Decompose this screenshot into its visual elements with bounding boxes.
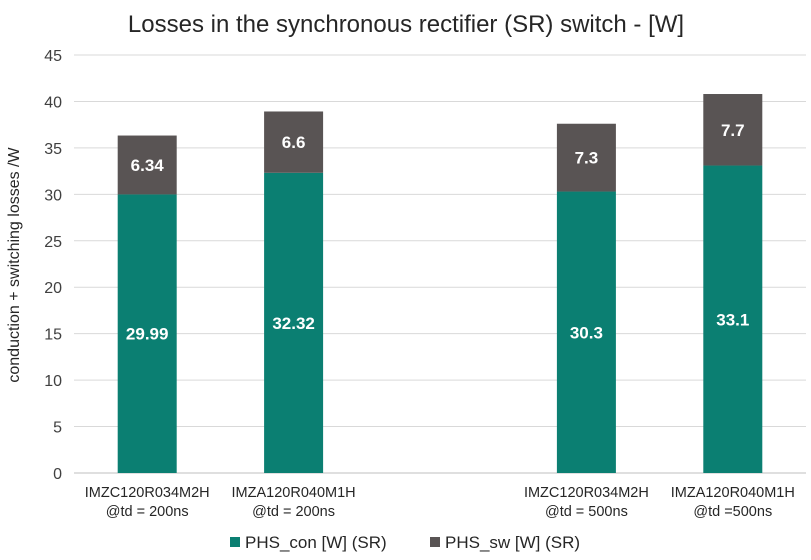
data-label: 32.32 — [272, 314, 315, 333]
data-label: 6.34 — [131, 156, 165, 175]
bar-conduction — [264, 172, 324, 473]
chart-title: Losses in the synchronous rectifier (SR)… — [128, 11, 684, 38]
data-label: 7.7 — [721, 121, 745, 140]
y-tick-label: 15 — [44, 327, 62, 344]
bar-conduction — [703, 165, 763, 473]
y-tick-label: 45 — [44, 48, 62, 65]
y-tick-label: 5 — [53, 420, 62, 437]
y-tick-label: 25 — [44, 234, 62, 251]
data-label: 33.1 — [716, 310, 749, 329]
gridlines — [74, 54, 806, 474]
y-tick-label: 40 — [44, 94, 62, 111]
y-axis-ticks: 0 5 10 15 20 25 30 35 40 45 — [44, 48, 62, 483]
data-label: 29.99 — [126, 325, 169, 344]
x-category-label: IMZA120R040M1H — [671, 485, 795, 501]
y-tick-label: 30 — [44, 187, 62, 204]
y-tick-label: 10 — [44, 373, 62, 390]
legend: PHS_con [W] (SR) PHS_sw [W] (SR) — [230, 533, 580, 552]
x-category-sublabel: @td = 200ns — [106, 504, 189, 520]
y-axis-label: conduction + switching losses /W — [6, 146, 23, 382]
bar-switching — [556, 123, 616, 192]
x-category-label: IMZC120R034M2H — [85, 485, 210, 501]
y-tick-label: 0 — [53, 466, 62, 483]
data-label: 7.3 — [575, 149, 599, 168]
x-category-label: IMZC120R034M2H — [524, 485, 649, 501]
y-tick-label: 20 — [44, 280, 62, 297]
data-label: 30.3 — [570, 323, 603, 342]
y-tick-label: 35 — [44, 141, 62, 158]
bar-switching — [264, 111, 324, 173]
legend-label: PHS_con [W] (SR) — [245, 533, 387, 552]
x-category-label: IMZA120R040M1H — [232, 485, 356, 501]
legend-swatch — [430, 537, 440, 547]
x-axis-labels: IMZC120R034M2H @td = 200ns IMZA120R040M1H @… — [85, 485, 795, 520]
x-category-sublabel: @td =500ns — [693, 504, 772, 520]
data-label: 6.6 — [282, 133, 306, 152]
x-category-sublabel: @td = 500ns — [545, 504, 628, 520]
bar-conduction — [556, 191, 616, 473]
bars — [117, 94, 763, 474]
data-labels: 29.99 6.34 32.32 6.6 30.3 7.3 33.1 7.7 — [126, 121, 749, 344]
bar-conduction — [117, 194, 177, 474]
bar-switching — [703, 94, 763, 166]
x-category-sublabel: @td = 200ns — [252, 504, 335, 520]
legend-label: PHS_sw [W] (SR) — [445, 533, 580, 552]
bar-switching — [117, 135, 177, 195]
legend-swatch — [230, 537, 240, 547]
